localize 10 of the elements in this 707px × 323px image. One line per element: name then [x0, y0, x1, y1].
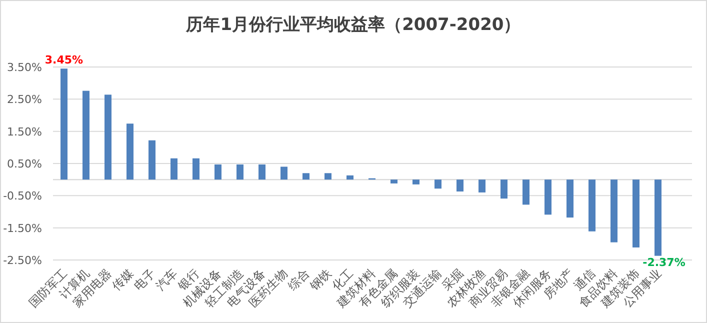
- y-tick-label: -1.50%: [3, 222, 42, 235]
- y-tick-label: 3.50%: [7, 61, 42, 74]
- y-tick-label: 2.50%: [7, 93, 42, 106]
- y-tick-label: -0.50%: [3, 190, 42, 203]
- y-tick-label: 0.50%: [7, 158, 42, 170]
- data-label: -2.37%: [642, 256, 686, 269]
- y-tick-label: 1.50%: [7, 125, 42, 138]
- data-label: 3.45%: [44, 54, 84, 67]
- y-tick-label: -2.50%: [3, 254, 42, 267]
- title: 历年1月份行业平均收益率（2007-2020）: [186, 15, 521, 35]
